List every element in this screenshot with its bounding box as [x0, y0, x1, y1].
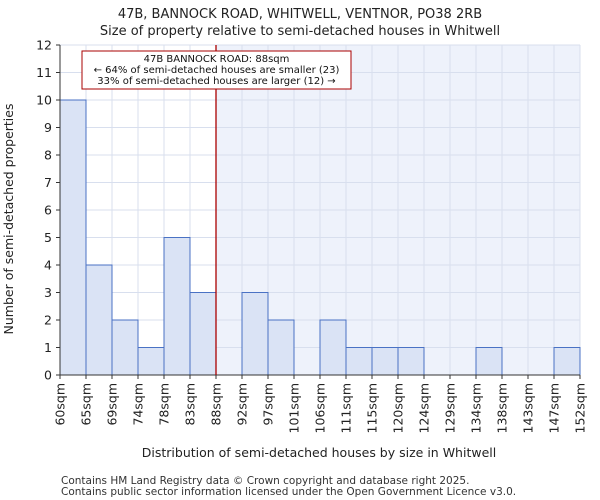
chart-title: 47B, BANNOCK ROAD, WHITWELL, VENTNOR, PO…	[118, 7, 482, 22]
y-axis-label: Number of semi-detached properties	[1, 104, 16, 335]
y-tick-label: 5	[44, 230, 52, 245]
bars	[59, 99, 581, 376]
x-tick-label: 60sqm	[53, 383, 68, 426]
y-tick-label: 9	[44, 120, 52, 135]
y-tick-label: 12	[36, 38, 52, 53]
footer-licence: Contains public sector information licen…	[61, 486, 516, 498]
bar-60sqm	[59, 99, 87, 376]
bar-78sqm	[163, 237, 191, 376]
y-tick-label: 6	[44, 203, 52, 218]
bar-120sqm	[397, 347, 425, 376]
x-tick-label: 129sqm	[443, 383, 458, 433]
y-tick-label: 2	[44, 313, 52, 328]
x-tick-label: 152sqm	[573, 383, 588, 433]
y-tick-label: 3	[44, 285, 52, 300]
bar-97sqm	[267, 319, 295, 376]
bar-83sqm	[189, 292, 217, 376]
x-tick-label: 138sqm	[495, 383, 510, 433]
x-tick-label: 83sqm	[183, 383, 198, 426]
x-axis-label: Distribution of semi-detached houses by …	[142, 445, 496, 460]
x-tick-label: 65sqm	[79, 383, 94, 426]
bar-134sqm	[475, 347, 503, 376]
bar-69sqm	[111, 319, 139, 376]
x-tick-label: 106sqm	[313, 383, 328, 433]
y-tick-label: 0	[44, 368, 52, 383]
x-tick-label: 134sqm	[469, 383, 484, 433]
bar-115sqm	[371, 347, 399, 376]
x-tick-label: 74sqm	[131, 383, 146, 426]
y-tick-label: 1	[44, 340, 52, 355]
bar-111sqm	[345, 347, 373, 376]
x-tick-label: 111sqm	[339, 383, 354, 433]
bar-92sqm	[241, 292, 269, 376]
y-tick-label: 8	[44, 148, 52, 163]
x-tick-label: 124sqm	[417, 383, 432, 433]
x-tick-label: 147sqm	[547, 383, 562, 433]
y-tick-label: 11	[36, 65, 52, 80]
property-marker: 47B BANNOCK ROAD: 88sqm← 64% of semi-det…	[81, 45, 352, 375]
chart-subtitle: Size of property relative to semi-detach…	[100, 24, 500, 39]
y-tick-label: 4	[44, 258, 52, 273]
footer-copyright: Contains HM Land Registry data © Crown c…	[61, 475, 469, 487]
x-tick-label: 69sqm	[105, 383, 120, 426]
x-ticks: 60sqm 65sqm 69sqm 74sqm 78sqm 83sqm 88sqm 92sqm…	[53, 375, 588, 433]
bar-74sqm	[137, 347, 165, 376]
x-tick-label: 78sqm	[157, 383, 172, 426]
x-tick-label: 97sqm	[261, 383, 276, 426]
annotation-line: 47B BANNOCK ROAD: 88sqm	[144, 54, 290, 65]
annotation-box	[81, 50, 352, 90]
x-tick-label: 120sqm	[391, 383, 406, 433]
annotation-line: ← 64% of semi-detached houses are smalle…	[94, 65, 340, 76]
x-tick-label: 143sqm	[521, 383, 536, 433]
bar-106sqm	[319, 319, 347, 376]
x-tick-label: 88sqm	[209, 383, 224, 426]
x-tick-label: 115sqm	[365, 383, 380, 433]
y-tick-label: 7	[44, 175, 52, 190]
x-tick-label: 92sqm	[235, 383, 250, 426]
x-tick-label: 101sqm	[287, 383, 302, 433]
bar-65sqm	[85, 264, 113, 376]
y-tick-label: 10	[36, 93, 52, 108]
annotation-line: 33% of semi-detached houses are larger (…	[97, 76, 335, 87]
bar-147sqm	[553, 347, 581, 376]
